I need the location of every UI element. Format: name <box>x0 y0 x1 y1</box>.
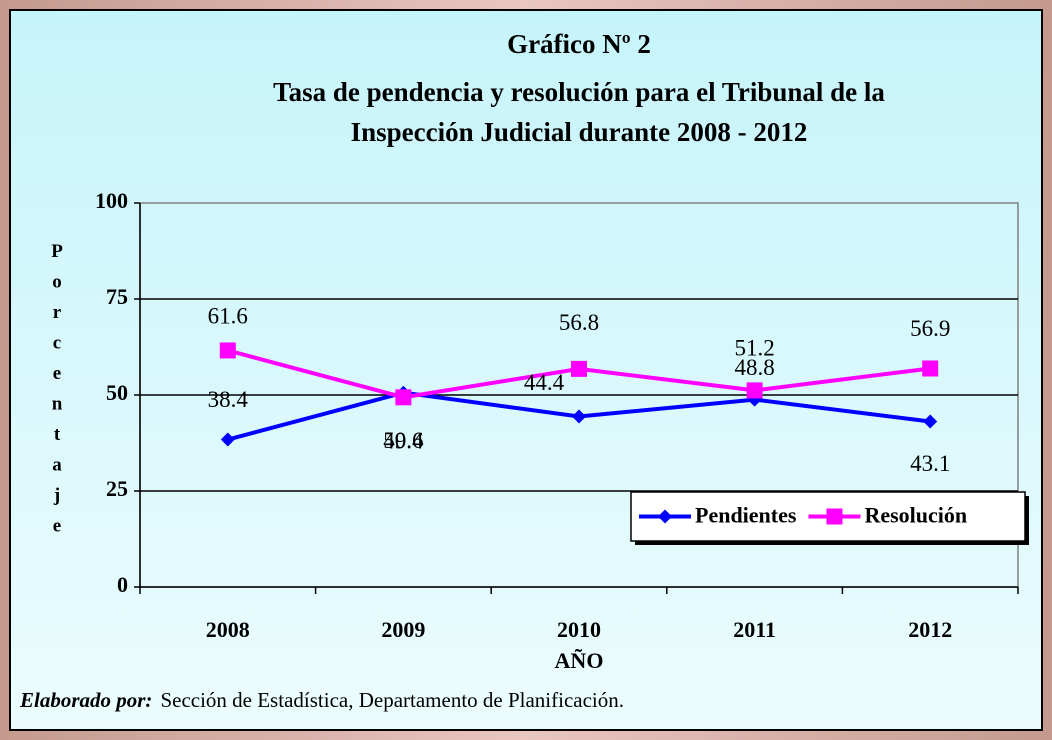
data-label: 50.6 <box>383 428 423 453</box>
y-axis-label-letter: t <box>54 424 61 445</box>
marker <box>658 509 672 524</box>
legend-label: Resolución <box>864 503 967 528</box>
data-label: 48.8 <box>734 355 774 380</box>
chart-title: Tasa de pendencia y resolución para el T… <box>273 77 885 107</box>
marker <box>922 360 939 377</box>
y-axis-label-letter: e <box>53 516 61 537</box>
y-axis-label-letter: o <box>52 272 62 293</box>
y-axis-label-letter: e <box>53 363 61 384</box>
y-tick-label: 100 <box>95 188 128 213</box>
data-label: 38.4 <box>208 387 249 412</box>
chart-title: Inspección Judicial durante 2008 - 2012 <box>351 117 808 147</box>
chart-title: Gráfico Nº 2 <box>507 29 651 59</box>
y-tick-label: 75 <box>106 284 128 309</box>
data-label: 44.4 <box>524 370 565 395</box>
x-axis-label: AÑO <box>555 648 604 673</box>
x-tick-label: 2008 <box>206 617 250 642</box>
source-label: Elaborado por: <box>19 688 152 712</box>
x-tick-label: 2012 <box>908 617 952 642</box>
marker <box>395 389 412 406</box>
y-tick-label: 0 <box>117 572 128 597</box>
y-axis-label-letter: r <box>53 302 62 323</box>
data-label: 49.4 <box>383 429 424 454</box>
y-axis-label-letter: j <box>53 485 60 506</box>
marker <box>826 508 843 525</box>
marker <box>220 432 235 447</box>
y-tick-label: 25 <box>106 476 128 501</box>
marker <box>923 414 938 429</box>
y-axis-label-letter: n <box>52 394 63 415</box>
marker <box>219 342 236 359</box>
y-axis-label-letter: a <box>52 455 62 476</box>
data-label: 56.8 <box>559 310 599 335</box>
x-tick-label: 2009 <box>381 617 425 642</box>
y-axis-label-letter: c <box>53 333 61 354</box>
x-tick-label: 2010 <box>557 617 601 642</box>
source-text: Sección de Estadística, Departamento de … <box>160 688 624 712</box>
data-label: 43.1 <box>910 451 950 476</box>
data-label: 61.6 <box>208 304 248 329</box>
marker <box>746 382 763 399</box>
marker <box>571 360 587 377</box>
y-axis-label-letter: P <box>51 241 63 262</box>
marker <box>572 409 586 424</box>
data-label: 56.9 <box>910 316 950 341</box>
y-tick-label: 50 <box>106 380 128 405</box>
data-label: 51.2 <box>734 336 774 361</box>
source: Elaborado por: Sección de Estadística, De… <box>19 688 624 712</box>
legend-label: Pendientes <box>695 503 797 528</box>
panel <box>9 9 1043 731</box>
x-tick-label: 2011 <box>733 617 776 642</box>
